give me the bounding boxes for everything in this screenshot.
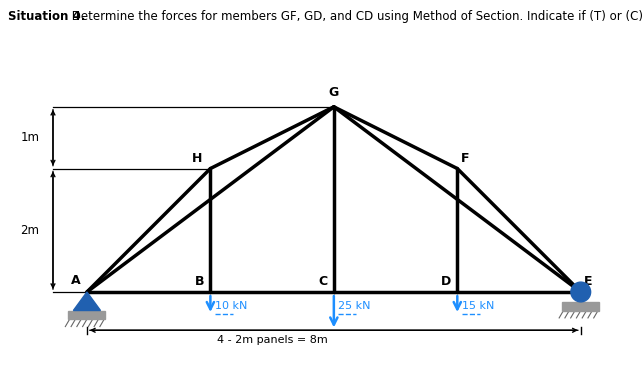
Text: B: B	[195, 275, 204, 288]
Text: H: H	[192, 152, 202, 165]
Text: 4 - 2m panels = 8m: 4 - 2m panels = 8m	[217, 335, 327, 345]
Text: 25 kN: 25 kN	[338, 301, 370, 311]
Polygon shape	[73, 292, 100, 311]
Bar	[562, 302, 599, 311]
Text: 10 kN: 10 kN	[215, 301, 247, 311]
Text: 1m: 1m	[21, 131, 39, 144]
Text: D: D	[441, 275, 451, 288]
Text: Situation 4.: Situation 4.	[8, 10, 86, 23]
Text: 2m: 2m	[21, 224, 39, 237]
Circle shape	[571, 282, 591, 302]
Text: A: A	[71, 274, 80, 287]
Text: F: F	[460, 152, 469, 165]
Text: C: C	[318, 275, 327, 288]
Text: Determine the forces for members GF, GD, and CD using Method of Section. Indicat: Determine the forces for members GF, GD,…	[68, 10, 643, 23]
Text: 15 kN: 15 kN	[462, 301, 494, 311]
Text: G: G	[329, 86, 339, 99]
Text: E: E	[584, 275, 592, 288]
Bar	[68, 311, 105, 319]
